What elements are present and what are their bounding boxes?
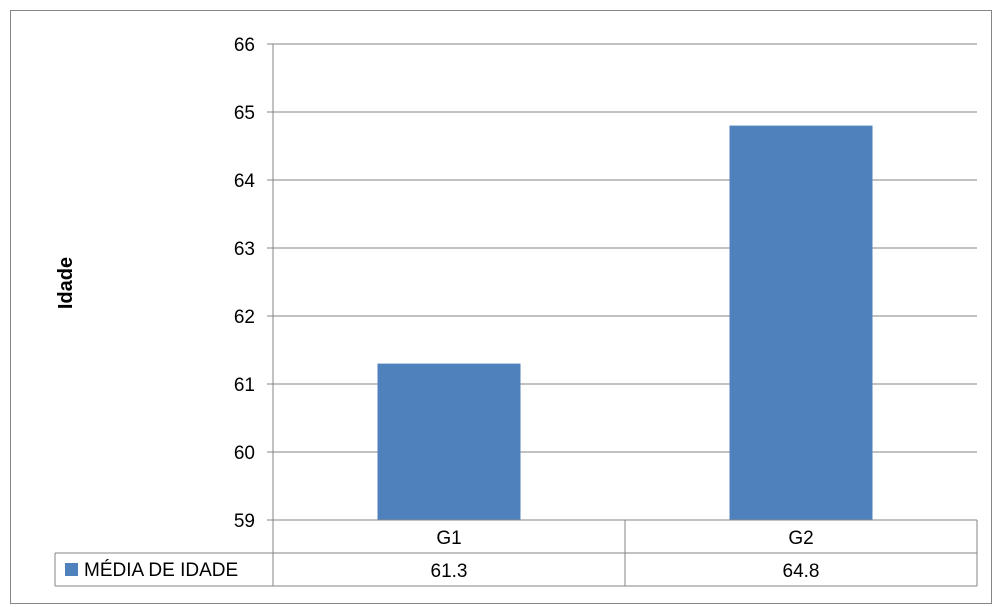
legend-swatch	[65, 563, 78, 576]
y-tick-label: 63	[234, 239, 255, 260]
data-label: 61.3	[431, 561, 468, 582]
bar	[377, 363, 521, 520]
y-tick-label: 61	[234, 375, 255, 396]
y-tick-label: 66	[234, 35, 255, 56]
y-tick-label: 60	[234, 443, 255, 464]
y-tick-label: 65	[234, 103, 255, 124]
category-label: G1	[436, 528, 461, 549]
y-axis-title: Idade	[55, 257, 77, 309]
y-tick-label: 64	[234, 171, 256, 192]
y-axis-ticks: 59 60 61 62 63 64 65 66	[234, 35, 256, 532]
bars	[377, 125, 873, 520]
y-tick-label: 62	[234, 307, 255, 328]
data-label: 64.8	[783, 561, 820, 582]
bar	[729, 125, 873, 520]
legend-label: MÉDIA DE IDADE	[84, 560, 238, 581]
category-label: G2	[788, 528, 813, 549]
data-table: G1 61.3 G2 64.8 MÉDIA DE IDADE	[54, 519, 978, 587]
y-tick-label: 59	[234, 511, 255, 532]
